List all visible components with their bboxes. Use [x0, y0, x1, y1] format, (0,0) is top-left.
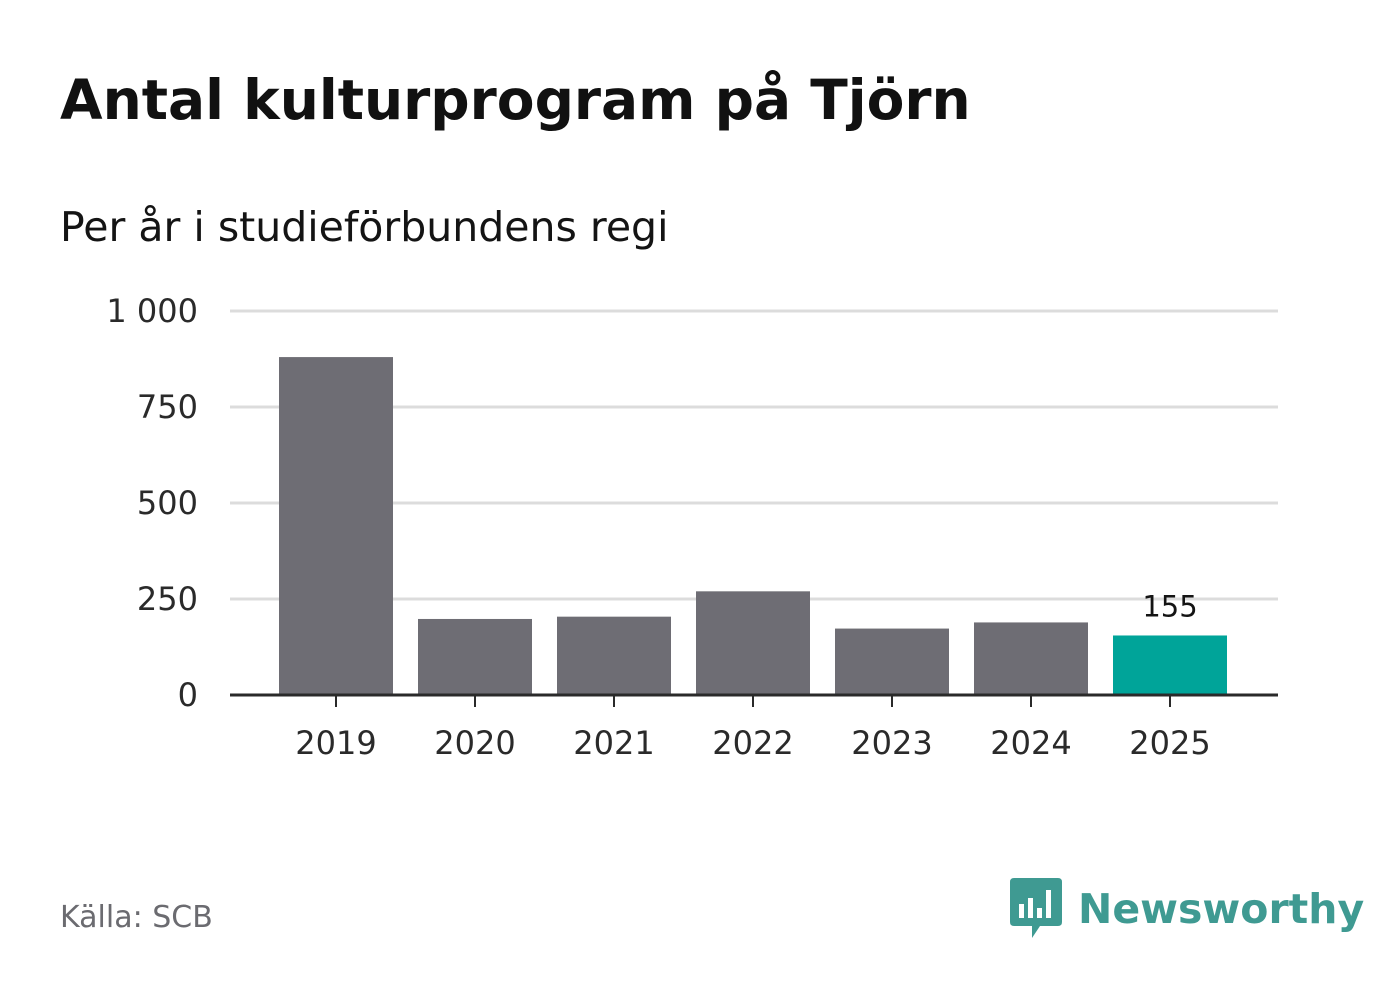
newsworthy-logo-icon: [1010, 878, 1062, 938]
data-label: 155: [1142, 589, 1197, 623]
x-tick-label: 2024: [990, 724, 1071, 762]
source-note: Källa: SCB: [60, 900, 213, 935]
bar-2022: [696, 591, 810, 695]
bar-2023: [835, 628, 949, 695]
bar-2024: [974, 622, 1088, 695]
bar-2021: [557, 616, 671, 695]
brand-logo: Newsworthy: [1010, 878, 1364, 940]
y-tick-label: 500: [137, 484, 198, 522]
x-tick-label: 2020: [434, 724, 515, 762]
x-tick-label: 2022: [712, 724, 793, 762]
chart-title: Antal kulturprogram på Tjörn: [60, 68, 971, 132]
x-tick-label: 2023: [851, 724, 932, 762]
x-tick-label: 2019: [295, 724, 376, 762]
brand-name: Newsworthy: [1078, 885, 1365, 933]
chart-subtitle: Per år i studieförbundens regi: [60, 203, 669, 251]
bar-2019: [279, 357, 393, 695]
x-tick-label: 2021: [573, 724, 654, 762]
y-tick-label: 0: [178, 676, 198, 714]
y-tick-label: 1 000: [106, 292, 198, 330]
y-tick-label: 750: [137, 388, 198, 426]
y-tick-label: 250: [137, 580, 198, 618]
bar-2020: [418, 618, 532, 695]
x-tick-label: 2025: [1129, 724, 1210, 762]
bar-2025: [1113, 635, 1227, 695]
